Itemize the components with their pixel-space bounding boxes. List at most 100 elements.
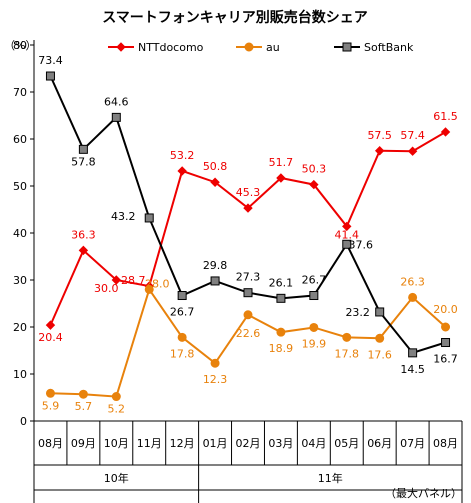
point-nttdocomo [440,127,451,137]
y-tick-label: 0 [20,415,27,428]
y-tick-label: 10 [13,368,27,381]
point-softbank [78,144,88,154]
point-nttdocomo [407,146,418,156]
point-softbank [342,42,352,52]
point-nttdocomo [78,245,89,256]
data-label-softbank: 29.8 [203,259,228,272]
point-softbank [45,71,55,81]
point-nttdocomo [177,166,187,176]
data-label-au: 12.3 [203,373,228,386]
x-tick-label: 02月 [236,437,261,450]
y-tick-label: 50 [13,180,27,193]
data-label-softbank: 73.4 [38,54,63,67]
point-softbank [375,307,385,317]
x-tick-label: 06月 [367,437,392,450]
y-tick-label: 80 [13,39,27,52]
point-au [342,332,352,342]
point-softbank [177,291,187,301]
data-label-au: 5.7 [75,400,93,413]
data-label-nttdocomo: 41.4 [335,228,360,241]
y-tick-label: 40 [13,227,27,240]
x-tick-label: 11月 [137,437,162,450]
x-tick-label: 05月 [334,437,359,450]
point-nttdocomo [116,42,126,52]
y-tick-label: 60 [13,133,27,146]
point-au [441,322,451,332]
point-softbank [441,338,451,348]
point-au [177,332,187,342]
data-label-softbank: 27.3 [236,271,261,284]
point-nttdocomo [45,320,56,330]
data-label-nttdocomo: 20.4 [38,331,63,344]
data-label-nttdocomo: 57.5 [367,129,392,142]
point-nttdocomo [309,179,319,190]
x-tick-label: 09月 [71,437,96,450]
point-softbank [144,213,154,223]
data-label-softbank: 26.7 [302,274,327,287]
point-au [210,358,220,368]
point-nttdocomo [276,173,286,183]
point-nttdocomo [111,275,122,285]
data-label-au: 18.9 [269,342,294,355]
point-au [375,333,385,343]
data-label-nttdocomo: 61.5 [433,110,458,123]
data-label-softbank: 57.8 [71,155,96,168]
data-label-nttdocomo: 36.3 [71,228,96,241]
data-label-au: 19.9 [302,337,327,350]
y-tick-label: 30 [13,274,27,287]
point-nttdocomo [210,177,220,187]
point-softbank [342,239,352,249]
chart-title: スマートフォンキャリア別販売台数シェア [102,9,368,26]
legend-label-softbank: SoftBank [364,41,414,54]
data-label-nttdocomo: 28.7 [121,274,146,287]
panel-note: （最大パネル） [385,486,462,500]
point-softbank [408,348,418,358]
data-label-nttdocomo: 53.2 [170,149,195,162]
data-label-au: 5.2 [108,403,126,416]
series-line-au [50,287,447,398]
point-nttdocomo [342,221,352,232]
data-label-au: 17.8 [170,347,195,360]
x-tick-label: 08月 [433,437,458,450]
point-nttdocomo [374,146,385,156]
point-au [111,392,121,402]
x-tick-label: 10月 [104,437,129,450]
y-tick-label: 20 [13,321,27,334]
legend-label-au: au [266,41,280,54]
data-label-au: 17.8 [335,347,360,360]
point-softbank [111,112,121,122]
data-label-au: 22.6 [236,327,261,340]
data-label-softbank: 16.7 [433,353,458,366]
point-au [45,388,55,398]
data-label-nttdocomo: 45.3 [236,186,261,199]
data-label-softbank: 26.7 [170,306,195,319]
point-au [243,310,253,320]
point-au [276,327,286,337]
data-label-au: 17.6 [367,348,392,361]
data-label-nttdocomo: 50.8 [203,160,228,173]
point-au [144,284,154,294]
data-label-softbank: 43.2 [111,210,136,223]
data-label-au: 20.0 [433,303,458,316]
x-tick-label: 03月 [268,437,293,450]
data-label-au: 5.9 [42,399,60,412]
data-label-softbank: 14.5 [400,363,425,376]
data-label-nttdocomo: 57.4 [400,129,425,142]
data-label-au: 28.0 [145,277,170,290]
point-softbank [276,293,286,303]
legend-label-nttdocomo: NTTdocomo [138,41,204,54]
x-tick-label: 01月 [203,437,228,450]
point-softbank [210,276,220,286]
x-tick-label: 07月 [400,437,425,450]
point-au [309,322,319,332]
x-tick-label: 12月 [170,437,195,450]
data-label-nttdocomo: 30.0 [94,282,119,295]
point-softbank [309,291,319,301]
data-label-au: 26.3 [400,275,425,288]
data-label-nttdocomo: 50.3 [302,163,327,176]
point-au [244,42,254,52]
year-label: 10年 [104,471,129,485]
point-nttdocomo [243,203,253,213]
point-au [78,389,88,399]
